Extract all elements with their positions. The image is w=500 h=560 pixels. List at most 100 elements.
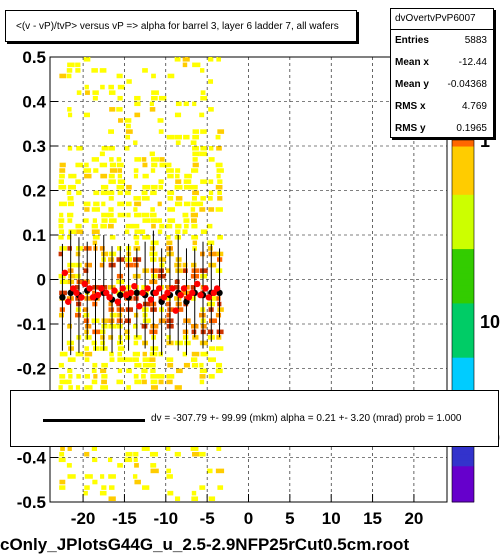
heatmap-cell [191,201,200,207]
palette-swatch [452,236,474,244]
heatmap-cell [84,385,93,390]
heatmap-cell [199,207,206,212]
x-tick-label: 20 [404,509,423,528]
palette-swatch [452,284,474,292]
x-tick-label: 5 [285,509,294,528]
profile-point-red [127,289,135,297]
heatmap-cell [133,296,139,301]
heatmap-cell [116,157,122,162]
y-tick-label: -0.5 [17,493,46,512]
palette-label: 1 [480,131,490,151]
heatmap-cell [207,196,213,201]
heatmap-cell [192,134,199,140]
heatmap-cell [125,262,134,268]
heatmap-cell [215,312,222,318]
heatmap-cell [67,379,72,385]
heatmap-cell [109,312,117,318]
heatmap-cell [133,168,139,173]
heatmap-cell [200,196,206,201]
x-tick-label: -20 [71,509,96,528]
heatmap-cell [101,201,106,207]
heatmap-cell [174,451,181,457]
heatmap-cell [124,118,132,123]
stats-value: 5883 [464,35,487,46]
heatmap-cell [67,368,73,374]
heatmap-cell [108,190,115,196]
heatmap-cell [207,223,213,229]
heatmap-cell [133,173,139,179]
heatmap-cell [67,235,72,240]
heatmap-cell [108,307,115,312]
heatmap-cell [59,379,68,385]
heatmap-cell [166,357,174,362]
profile-point-red [147,296,155,303]
heatmap-cell [150,374,159,379]
palette-swatch [452,140,474,147]
heatmap-cell [59,246,67,251]
heatmap-cell [59,168,66,173]
heatmap-cell [84,335,92,340]
heatmap-cell [68,385,73,390]
heatmap-cell [183,101,189,107]
heatmap-cell [134,379,142,385]
heatmap-cell [217,307,224,312]
profile-point-red [61,269,69,277]
profile-point-black [117,291,124,299]
heatmap-cell [151,223,156,229]
heatmap-cell [208,157,215,162]
heatmap-cell [216,57,221,62]
heatmap-cell [150,168,156,173]
heatmap-cell [182,262,188,268]
heatmap-cell [141,212,150,218]
heatmap-cell [182,351,187,357]
heatmap-cell [67,246,72,251]
heatmap-cell [150,463,157,468]
palette-label: 10 [480,312,500,332]
profile-point-red [86,285,93,292]
heatmap-cell [92,90,99,95]
heatmap-cell [208,296,217,301]
heatmap-cell [199,312,206,318]
heatmap-cell [183,184,192,190]
heatmap-cell [117,201,125,207]
heatmap-cell [101,485,107,490]
heatmap-cell [157,218,163,223]
heatmap-cell [158,351,163,357]
heatmap-cell [183,218,190,223]
heatmap-cell [118,118,124,123]
heatmap-cell [66,73,72,79]
palette-swatch [452,176,474,183]
heatmap-cell [124,457,133,463]
heatmap-cell [67,262,76,268]
heatmap-cell [150,268,158,273]
heatmap-cell [158,318,166,323]
heatmap-cell [182,335,189,340]
profile-point-red [177,291,184,299]
heatmap-cell [99,262,105,268]
heatmap-cell [117,212,126,218]
stats-row-mean-y: Mean y -0.04368 [391,74,493,96]
heatmap-cell [100,368,107,374]
heatmap-cell [84,162,89,168]
heatmap-cell [125,134,131,140]
heatmap-cell [183,179,192,184]
y-tick-label: 0.5 [22,48,46,67]
heatmap-cell [215,207,223,212]
heatmap-cell [183,268,188,273]
profile-point-red [98,285,105,292]
heatmap-cell [151,184,158,190]
heatmap-cell [108,179,116,184]
heatmap-cell [59,173,65,179]
heatmap-cell [76,374,81,379]
palette-swatch [452,483,474,491]
heatmap-cell [133,262,139,268]
heatmap-cell [142,379,147,385]
heatmap-cell [132,351,140,357]
heatmap-cell [200,68,205,73]
heatmap-cell [150,240,159,246]
heatmap-cell [101,318,109,323]
heatmap-cell [67,201,75,207]
heatmap-cell [133,374,139,379]
heatmap-cell [142,362,152,368]
heatmap-cell [209,146,214,151]
